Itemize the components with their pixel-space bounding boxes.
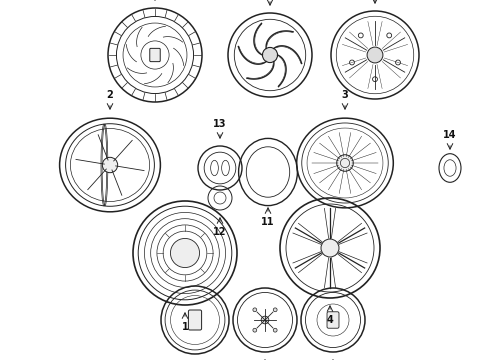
Circle shape — [263, 48, 277, 63]
Circle shape — [273, 328, 277, 332]
Text: 11: 11 — [261, 217, 275, 227]
Text: 4: 4 — [327, 315, 333, 325]
Circle shape — [253, 328, 257, 332]
Circle shape — [337, 155, 353, 171]
Circle shape — [253, 308, 257, 312]
Circle shape — [273, 308, 277, 312]
Circle shape — [321, 239, 339, 257]
Circle shape — [171, 238, 199, 267]
Text: 2: 2 — [107, 90, 113, 100]
FancyBboxPatch shape — [150, 48, 160, 62]
Text: 14: 14 — [443, 130, 457, 140]
Text: 13: 13 — [213, 119, 227, 129]
Text: 12: 12 — [213, 227, 227, 237]
FancyBboxPatch shape — [327, 312, 339, 328]
Circle shape — [367, 47, 383, 63]
Circle shape — [261, 316, 269, 324]
FancyBboxPatch shape — [188, 310, 201, 330]
Circle shape — [102, 157, 118, 173]
Text: 1: 1 — [182, 322, 188, 332]
Text: 3: 3 — [342, 90, 348, 100]
